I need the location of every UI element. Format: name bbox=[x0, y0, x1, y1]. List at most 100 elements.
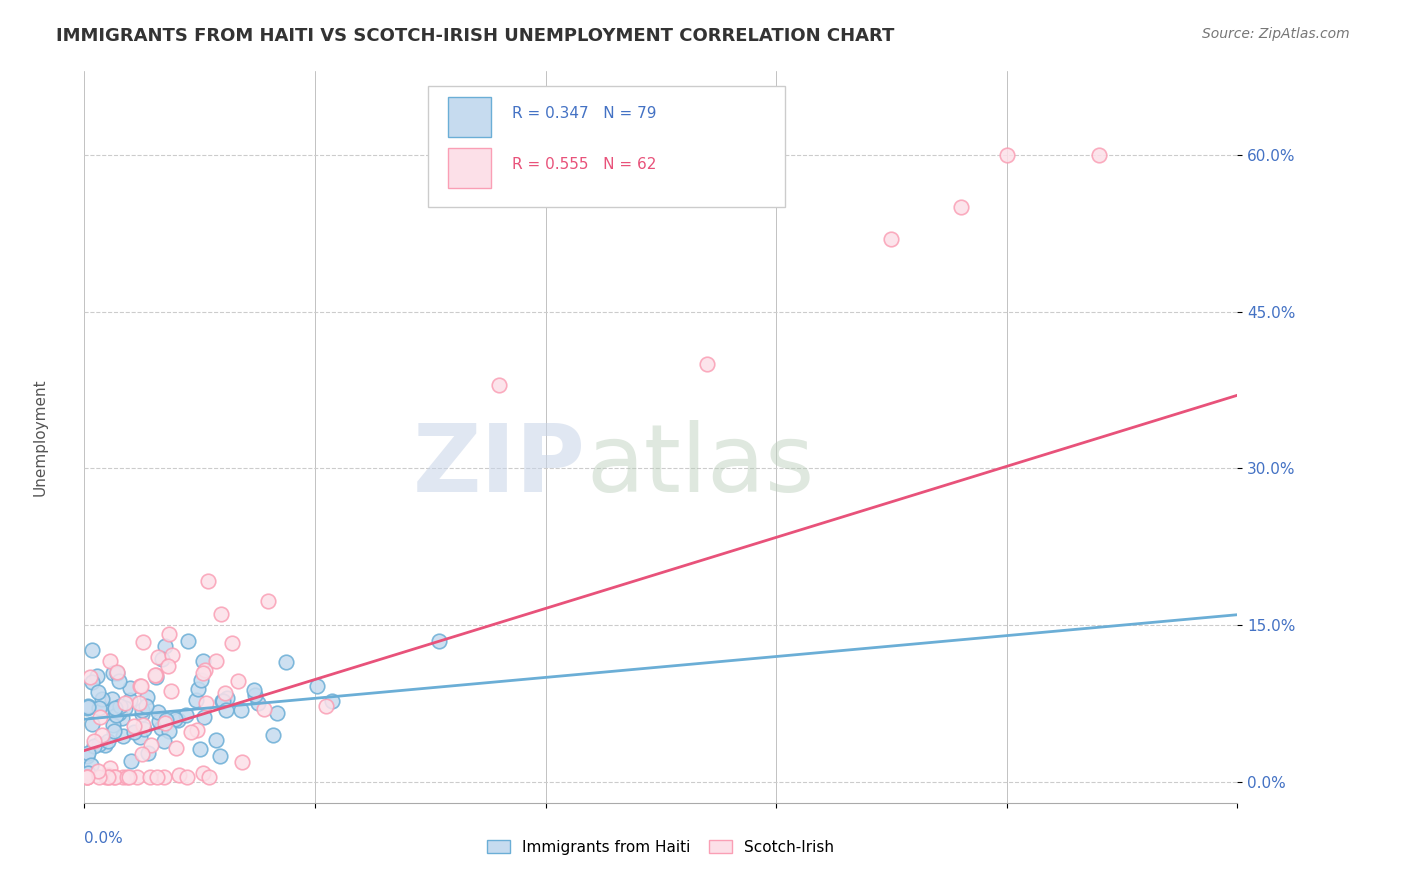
Point bbox=[104, 702, 127, 716]
Point bbox=[186, 723, 208, 738]
Point bbox=[262, 728, 284, 742]
Point bbox=[91, 692, 114, 706]
Point bbox=[152, 733, 174, 747]
Point bbox=[880, 231, 903, 245]
Point bbox=[108, 706, 131, 720]
Point bbox=[247, 696, 270, 710]
Point bbox=[427, 634, 450, 648]
Point bbox=[245, 689, 267, 703]
Point bbox=[162, 648, 184, 662]
Point bbox=[97, 734, 120, 748]
Point bbox=[146, 705, 169, 719]
Point bbox=[103, 770, 125, 784]
Point bbox=[145, 667, 167, 681]
Point bbox=[266, 706, 288, 720]
Point bbox=[150, 651, 173, 665]
Point bbox=[80, 717, 103, 731]
Point bbox=[87, 701, 110, 715]
Point bbox=[166, 713, 188, 727]
Point bbox=[136, 690, 159, 704]
Text: R = 0.555   N = 62: R = 0.555 N = 62 bbox=[512, 157, 657, 172]
FancyBboxPatch shape bbox=[427, 86, 786, 207]
Point bbox=[90, 728, 112, 742]
Point bbox=[153, 770, 176, 784]
Point bbox=[115, 770, 138, 784]
Point bbox=[194, 663, 217, 677]
Point bbox=[193, 654, 215, 668]
Point bbox=[82, 674, 104, 689]
Point bbox=[77, 699, 100, 714]
Point bbox=[149, 721, 172, 735]
Point bbox=[157, 659, 180, 673]
Point bbox=[153, 716, 176, 731]
Bar bbox=[447, 97, 491, 137]
Point bbox=[118, 770, 141, 784]
Point bbox=[135, 698, 157, 713]
Text: 0.0%: 0.0% bbox=[84, 831, 124, 846]
Point bbox=[157, 724, 180, 739]
Point bbox=[188, 742, 211, 756]
Text: Source: ZipAtlas.com: Source: ZipAtlas.com bbox=[1202, 27, 1350, 41]
Point bbox=[211, 693, 233, 707]
Point bbox=[103, 723, 125, 738]
Point bbox=[160, 683, 183, 698]
Text: IMMIGRANTS FROM HAITI VS SCOTCH-IRISH UNEMPLOYMENT CORRELATION CHART: IMMIGRANTS FROM HAITI VS SCOTCH-IRISH UN… bbox=[56, 27, 894, 45]
Point bbox=[155, 713, 177, 727]
Point bbox=[114, 696, 136, 710]
Point bbox=[209, 607, 232, 622]
Legend: Immigrants from Haiti, Scotch-Irish: Immigrants from Haiti, Scotch-Irish bbox=[481, 834, 841, 861]
Point bbox=[118, 681, 141, 695]
Point bbox=[180, 725, 202, 739]
Point bbox=[191, 666, 214, 681]
Point bbox=[214, 686, 236, 700]
Point bbox=[107, 673, 129, 688]
Point bbox=[205, 654, 228, 668]
Point bbox=[80, 643, 103, 657]
Point bbox=[195, 696, 218, 710]
Point bbox=[114, 701, 136, 715]
Point bbox=[198, 770, 221, 784]
Point bbox=[231, 703, 253, 717]
Point bbox=[105, 707, 128, 722]
Point bbox=[112, 729, 135, 743]
Point bbox=[163, 712, 186, 726]
Bar bbox=[447, 148, 491, 188]
Point bbox=[174, 708, 197, 723]
Point bbox=[995, 148, 1018, 162]
Point bbox=[128, 696, 150, 710]
Text: R = 0.347   N = 79: R = 0.347 N = 79 bbox=[512, 105, 657, 120]
Point bbox=[132, 723, 155, 737]
Point bbox=[87, 770, 110, 784]
Point bbox=[77, 698, 100, 713]
Point bbox=[127, 770, 149, 784]
Point bbox=[145, 670, 167, 684]
Point bbox=[131, 747, 153, 761]
Point bbox=[145, 770, 167, 784]
Point bbox=[86, 685, 108, 699]
Point bbox=[143, 668, 166, 682]
Point bbox=[226, 673, 249, 688]
Point bbox=[122, 724, 145, 739]
Point bbox=[208, 748, 231, 763]
Point bbox=[129, 731, 152, 745]
Point bbox=[98, 654, 121, 668]
Point bbox=[120, 755, 142, 769]
Point bbox=[76, 770, 98, 784]
Point bbox=[105, 665, 128, 679]
Point bbox=[131, 707, 153, 722]
Point bbox=[98, 761, 121, 775]
Text: Unemployment: Unemployment bbox=[32, 378, 48, 496]
Point bbox=[146, 650, 169, 665]
Point bbox=[321, 694, 343, 708]
Point bbox=[257, 594, 280, 608]
Point bbox=[190, 673, 212, 688]
Point bbox=[307, 679, 329, 693]
Point bbox=[138, 746, 160, 760]
Point bbox=[76, 770, 98, 784]
Point bbox=[949, 200, 972, 214]
Point bbox=[221, 636, 243, 650]
Point bbox=[205, 732, 228, 747]
Point bbox=[76, 700, 98, 714]
Point bbox=[103, 665, 125, 680]
Point bbox=[129, 679, 152, 693]
